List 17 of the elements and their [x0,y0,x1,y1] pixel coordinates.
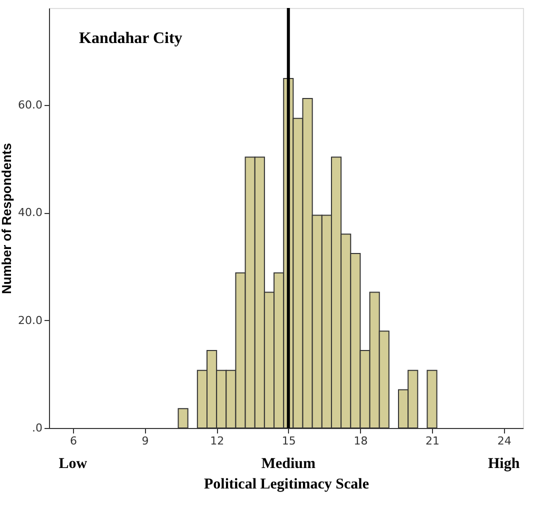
y-axis-title: Number of Respondents [0,143,14,294]
annotation: Kandahar City [79,30,182,47]
x-tick-label: 24 [497,434,512,448]
x-tick-label: 12 [210,434,224,448]
y-tick-label: 60.0 [18,98,42,112]
x-axis-title: Political Legitimacy Scale [204,476,370,492]
x-tick-label: 18 [354,434,368,448]
x-tick-label: 15 [282,434,296,448]
text: High [488,456,520,472]
x-tick-label: 9 [142,434,149,448]
y-tick-label: 40.0 [18,206,42,220]
y-tick-label: 20.0 [18,314,42,327]
y-tick-label: .0 [32,422,42,434]
text: Medium [261,456,316,472]
text: Low [58,456,88,472]
x-tick-label: 21 [426,434,440,448]
x-tick-label: 6 [70,434,77,448]
